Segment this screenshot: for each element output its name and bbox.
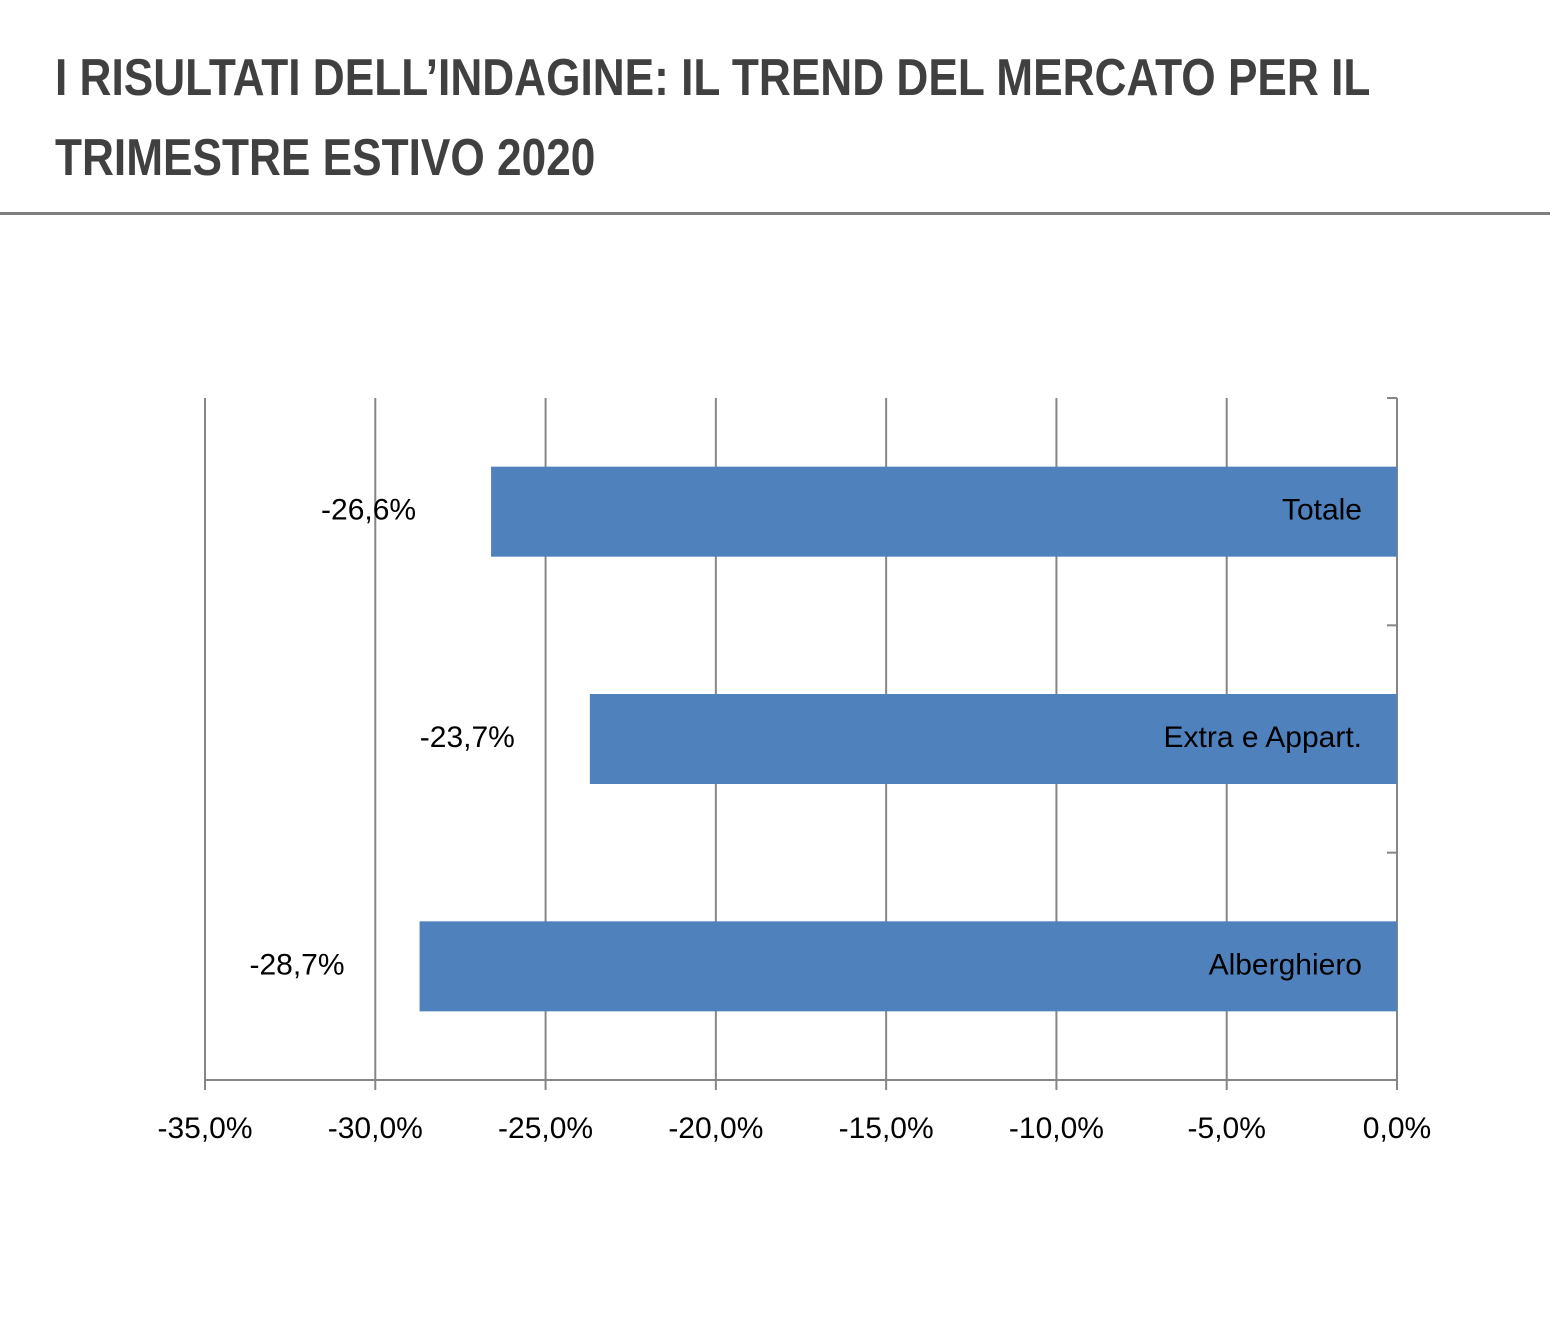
x-tick-label: -35,0%	[157, 1112, 252, 1145]
category-label: Extra e Appart.	[1164, 721, 1362, 754]
bar	[419, 921, 1397, 1012]
x-tick-label: -25,0%	[498, 1112, 593, 1145]
title-rule	[0, 212, 1550, 215]
x-tick-label: -5,0%	[1188, 1112, 1266, 1145]
category-label: Alberghiero	[1209, 948, 1362, 981]
value-label: -26,6%	[321, 494, 416, 527]
value-label: -28,7%	[249, 948, 344, 981]
x-tick-label: -20,0%	[668, 1112, 763, 1145]
bar	[491, 466, 1398, 557]
slide-title: I RISULTATI DELL’INDAGINE: IL TREND DEL …	[55, 49, 1370, 187]
value-label: -23,7%	[420, 721, 515, 754]
x-tick-label: -10,0%	[1009, 1112, 1104, 1145]
x-tick-label: -15,0%	[839, 1112, 934, 1145]
x-tick-label: 0,0%	[1363, 1112, 1431, 1145]
category-label: Totale	[1282, 494, 1362, 527]
x-tick-label: -30,0%	[328, 1112, 423, 1145]
bar	[589, 694, 1397, 784]
